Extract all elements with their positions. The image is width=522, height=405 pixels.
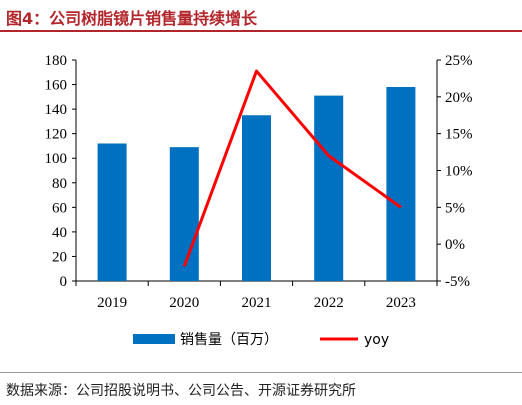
right-tick-label: -5% <box>445 274 470 290</box>
bar <box>242 115 271 281</box>
bar <box>386 87 416 281</box>
left-tick-label: 80 <box>52 176 67 192</box>
left-tick-label: 180 <box>45 53 68 69</box>
left-tick-label: 160 <box>45 78 68 94</box>
left-tick-label: 60 <box>52 200 67 216</box>
source-note: 数据来源：公司招股说明书、公司公告、开源证券研究所 <box>6 383 356 399</box>
yoy-line <box>182 69 402 267</box>
right-tick-label: 0% <box>445 237 465 253</box>
footer-divider <box>0 372 522 373</box>
x-axis: 2019 2020 2021 2022 2023 <box>75 280 438 311</box>
yoy-line-series <box>182 69 402 267</box>
right-tick-label: 5% <box>445 200 465 216</box>
x-tick-label: 2019 <box>97 295 127 311</box>
bar-series <box>97 87 416 281</box>
right-tick-label: 20% <box>445 90 473 106</box>
left-tick-label: 40 <box>52 225 67 241</box>
legend-swatch-bar <box>133 334 175 344</box>
right-tick-label: 10% <box>445 164 473 180</box>
title-divider <box>0 30 522 32</box>
legend-label-line: yoy <box>364 332 389 348</box>
left-tick-label: 120 <box>45 127 68 143</box>
right-tick-label: 25% <box>445 53 473 69</box>
left-tick-label: 140 <box>45 102 68 118</box>
x-tick-label: 2023 <box>386 295 416 311</box>
bar <box>314 95 344 281</box>
figure-title: 图4：公司树脂镜片销售量持续增长 <box>6 9 258 28</box>
x-tick-label: 2021 <box>242 295 272 311</box>
left-tick-label: 20 <box>52 249 67 265</box>
sales-chart: 0 20 40 60 80 100 120 140 160 180 -5% 0% 5% 10% 15% 20… <box>45 53 473 348</box>
bar <box>169 147 199 281</box>
left-tick-label: 0 <box>60 274 68 290</box>
bar <box>97 143 127 281</box>
right-y-axis: -5% 0% 5% 10% 15% 20% 25% <box>436 53 473 290</box>
x-tick-label: 2022 <box>314 295 344 311</box>
left-tick-label: 100 <box>45 151 68 167</box>
legend-label-bar: 销售量（百万） <box>180 332 278 348</box>
x-tick-label: 2020 <box>169 295 199 311</box>
right-tick-label: 15% <box>445 127 473 143</box>
left-y-axis: 0 20 40 60 80 100 120 140 160 180 <box>45 53 77 290</box>
legend: 销售量（百万） yoy <box>133 332 389 348</box>
